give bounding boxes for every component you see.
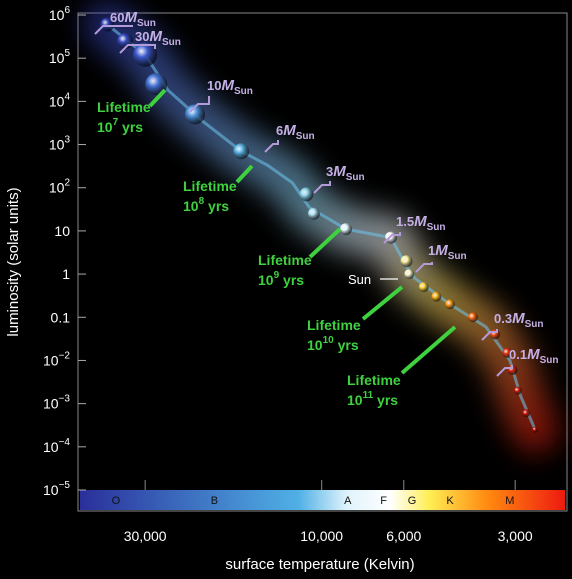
svg-text:1.5MSun: 1.5MSun: [396, 213, 445, 233]
x-axis-label: surface temperature (Kelvin): [225, 556, 414, 573]
y-tick-label: 10−5: [43, 480, 70, 498]
y-tick-label: 105: [49, 48, 71, 66]
star: [384, 231, 397, 244]
spectral-class-M: M: [505, 495, 514, 507]
lifetime-label: Lifetime 108 yrs: [183, 164, 254, 214]
mass-label-6: 6MSun: [264, 122, 315, 153]
svg-text:6MSun: 6MSun: [276, 122, 315, 142]
mass-label-30: 30MSun: [119, 28, 181, 54]
svg-text:Lifetime: Lifetime: [347, 372, 401, 388]
x-tick-label: 10,000: [300, 528, 343, 544]
y-tick-label: 106: [49, 5, 71, 23]
star: [133, 42, 158, 67]
star: [513, 386, 522, 395]
mass-label-3: 3MSun: [313, 163, 365, 194]
svg-text:60MSun: 60MSun: [110, 9, 156, 29]
svg-text:1010 yrs: 1010 yrs: [307, 335, 359, 353]
svg-text:Lifetime: Lifetime: [97, 99, 151, 115]
y-tick-label: 10: [54, 223, 70, 239]
spectral-class-O: O: [112, 495, 121, 507]
plot-frame: [77, 12, 568, 512]
svg-text:30MSun: 30MSun: [135, 28, 181, 48]
mass-label-1: 1MSun: [415, 242, 467, 273]
star: [100, 17, 115, 32]
stars: [100, 17, 539, 433]
star: [502, 347, 513, 358]
svg-text:109 yrs: 109 yrs: [258, 270, 304, 288]
star: [418, 282, 429, 293]
star: [445, 299, 456, 310]
lifetime-label: Lifetime 109 yrs: [258, 227, 342, 288]
star: [339, 223, 352, 236]
x-tick-label: 3,000: [498, 528, 533, 544]
y-tick-label: 1: [62, 266, 70, 282]
star: [404, 269, 415, 280]
svg-text:107 yrs: 107 yrs: [97, 117, 143, 135]
x-tick-label: 6,000: [386, 528, 421, 544]
mass-label-60: 60MSun: [94, 9, 156, 35]
svg-text:1011 yrs: 1011 yrs: [347, 390, 398, 408]
star: [532, 426, 539, 433]
star: [490, 329, 501, 340]
svg-text:3MSun: 3MSun: [326, 163, 365, 183]
spectral-class-K: K: [446, 495, 454, 507]
mass-label-1.5: 1.5MSun: [383, 213, 445, 244]
svg-text:0.3MSun: 0.3MSun: [494, 310, 543, 330]
star: [468, 312, 479, 323]
spectral-class-B: B: [211, 495, 218, 507]
y-tick-label: 103: [49, 135, 71, 153]
main-sequence-glow: [84, 1, 559, 453]
x-tick-label: 30,000: [124, 528, 167, 544]
svg-text:Lifetime: Lifetime: [258, 252, 312, 268]
x-axis: 30,000 10,000 6,000 3,000: [124, 480, 533, 544]
spectral-class-A: A: [344, 495, 352, 507]
svg-text:Lifetime: Lifetime: [183, 178, 237, 194]
y-axis-label: luminosity (solar units): [5, 187, 22, 336]
mass-label-0.3: 0.3MSun: [481, 310, 543, 341]
sun-marker: Sun: [348, 272, 398, 287]
spectral-class-G: G: [408, 495, 417, 507]
y-tick-label: 10−4: [43, 437, 70, 455]
svg-text:108 yrs: 108 yrs: [183, 196, 229, 214]
star: [299, 187, 314, 202]
spectral-class-F: F: [380, 495, 387, 507]
lifetime-label: Lifetime 1010 yrs: [307, 285, 404, 353]
star: [145, 73, 168, 96]
sun-label: Sun: [348, 272, 371, 287]
svg-text:10MSun: 10MSun: [207, 77, 253, 97]
y-tick-label: 10−2: [43, 350, 70, 368]
star: [307, 207, 320, 220]
mass-label-0.1: 0.1MSun: [496, 346, 558, 377]
svg-text:Lifetime: Lifetime: [307, 317, 361, 333]
star: [184, 104, 205, 125]
star: [233, 143, 250, 160]
y-tick-label: 10−3: [43, 394, 70, 412]
svg-text:0.1MSun: 0.1MSun: [509, 346, 558, 366]
mass-label-10: 10MSun: [189, 77, 253, 113]
y-tick-label: 0.1: [51, 309, 71, 325]
lifetime-label: Lifetime 1011 yrs: [347, 325, 457, 408]
y-tick-label: 102: [49, 178, 71, 196]
svg-text:1MSun: 1MSun: [428, 242, 467, 262]
star: [431, 291, 442, 302]
y-tick-label: 104: [49, 91, 71, 109]
star: [400, 255, 413, 268]
lifetime-label: Lifetime 107 yrs: [97, 88, 167, 135]
star: [522, 409, 531, 418]
lifetime-labels: Lifetime 107 yrs Lifetime 108 yrs Lifetime 10…: [97, 88, 457, 408]
